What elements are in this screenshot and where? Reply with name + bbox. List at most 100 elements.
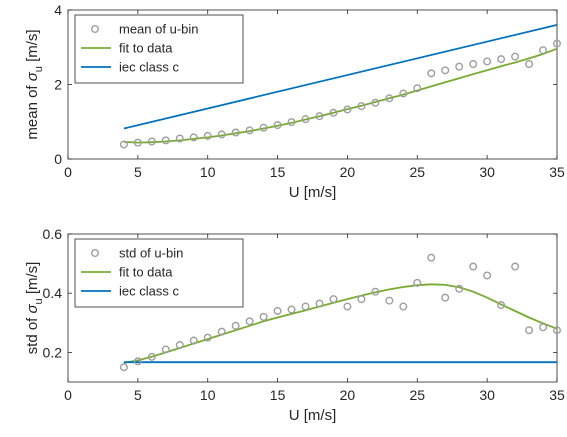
data-point-std-of-u-bin [231, 321, 240, 330]
legend-label: iec class c [119, 60, 179, 75]
data-point-std-of-u-bin [259, 312, 268, 321]
legend-label: mean of u-bin [119, 22, 199, 37]
data-point-std-of-u-bin [497, 301, 506, 310]
legend-marker-std-of-u-bin [90, 248, 99, 257]
chart-panel-1: 0 5 10 15 20 25 30 35 0 2 4 U [m/s] mean of σu [m/s]… [24, 2, 565, 201]
data-point-mean-of-u-bin [259, 123, 268, 132]
x-tick-label: 5 [134, 164, 142, 180]
data-point-std-of-u-bin [455, 284, 464, 293]
y-tick-label: 2 [54, 77, 62, 93]
data-point-std-of-u-bin [399, 302, 408, 311]
data-point-std-of-u-bin [161, 345, 170, 354]
x-tick-label: 15 [270, 164, 286, 180]
data-point-std-of-u-bin [441, 293, 450, 302]
data-point-mean-of-u-bin [217, 130, 226, 139]
data-point-std-of-u-bin [483, 271, 492, 280]
data-point-std-of-u-bin [217, 327, 226, 336]
y-axis-label: std of σu [m/s] [24, 262, 45, 355]
y-tick-label: 0.6 [43, 226, 63, 242]
data-point-std-of-u-bin [175, 341, 184, 350]
data-point-std-of-u-bin [273, 306, 282, 315]
data-point-mean-of-u-bin [189, 133, 198, 142]
data-point-mean-of-u-bin [469, 60, 478, 69]
x-tick-label: 0 [64, 387, 72, 403]
data-point-mean-of-u-bin [175, 134, 184, 143]
x-tick-label: 20 [340, 164, 356, 180]
x-axis-label: U [m/s] [289, 184, 337, 201]
data-point-std-of-u-bin [315, 299, 324, 308]
x-tick-label: 15 [270, 387, 286, 403]
data-point-std-of-u-bin [539, 323, 548, 332]
data-point-mean-of-u-bin [147, 137, 156, 146]
data-point-mean-of-u-bin [203, 131, 212, 140]
y-axis-label: mean of σu [m/s] [24, 29, 45, 139]
data-point-std-of-u-bin [427, 253, 436, 262]
legend-box [74, 14, 244, 84]
legend-label: fit to data [119, 41, 173, 56]
data-point-std-of-u-bin [147, 352, 156, 361]
data-point-mean-of-u-bin [371, 98, 380, 107]
data-point-mean-of-u-bin [441, 66, 450, 75]
x-tick-label: 35 [549, 164, 565, 180]
x-axis-label: U [m/s] [289, 407, 337, 424]
data-point-mean-of-u-bin [343, 105, 352, 114]
data-point-mean-of-u-bin [483, 57, 492, 66]
data-point-std-of-u-bin [469, 262, 478, 271]
data-point-std-of-u-bin [203, 333, 212, 342]
y-tick-label: 0 [54, 151, 62, 167]
data-point-mean-of-u-bin [301, 115, 310, 124]
data-point-std-of-u-bin [371, 287, 380, 296]
y-tick-label: 4 [54, 2, 62, 18]
x-tick-label: 25 [409, 164, 425, 180]
data-point-std-of-u-bin [287, 305, 296, 314]
legend-box [74, 238, 244, 308]
data-point-mean-of-u-bin [119, 140, 128, 149]
data-point-std-of-u-bin [385, 296, 394, 305]
legend-label: iec class c [119, 284, 179, 299]
data-point-mean-of-u-bin [273, 121, 282, 130]
data-point-mean-of-u-bin [427, 69, 436, 78]
data-point-std-of-u-bin [343, 302, 352, 311]
x-tick-label: 25 [409, 387, 425, 403]
x-tick-label: 0 [64, 164, 72, 180]
data-point-std-of-u-bin [553, 326, 562, 335]
data-point-mean-of-u-bin [161, 136, 170, 145]
legend-label: fit to data [119, 265, 173, 280]
data-point-mean-of-u-bin [231, 128, 240, 137]
data-point-std-of-u-bin [357, 295, 366, 304]
data-point-std-of-u-bin [413, 278, 422, 287]
x-tick-label: 30 [479, 164, 495, 180]
series-line-iec-class-c [123, 24, 558, 130]
data-point-mean-of-u-bin [525, 60, 534, 69]
data-point-mean-of-u-bin [539, 46, 548, 55]
data-point-mean-of-u-bin [511, 52, 520, 61]
data-point-std-of-u-bin [133, 357, 142, 366]
data-point-mean-of-u-bin [287, 118, 296, 127]
legend-marker-mean-of-u-bin [90, 25, 99, 34]
data-point-mean-of-u-bin [553, 39, 562, 48]
y-tick-label: 0.2 [43, 344, 63, 360]
data-point-mean-of-u-bin [455, 62, 464, 71]
data-point-std-of-u-bin [329, 295, 338, 304]
data-point-mean-of-u-bin [413, 84, 422, 93]
chart-panel-2: 0 5 10 15 20 25 30 35 0.2 0.4 0.6 U [m/s] std of σu … [24, 226, 565, 424]
data-point-std-of-u-bin [301, 302, 310, 311]
data-point-mean-of-u-bin [385, 94, 394, 103]
data-point-mean-of-u-bin [245, 126, 254, 135]
data-point-std-of-u-bin [511, 262, 520, 271]
x-tick-label: 10 [200, 387, 216, 403]
data-point-std-of-u-bin [119, 363, 128, 372]
data-point-mean-of-u-bin [357, 102, 366, 111]
x-tick-label: 20 [340, 387, 356, 403]
plot-area-frame [67, 233, 558, 383]
data-point-std-of-u-bin [245, 317, 254, 326]
data-point-mean-of-u-bin [329, 108, 338, 117]
x-tick-label: 35 [549, 387, 565, 403]
x-tick-label: 5 [134, 387, 142, 403]
legend-label: std of u-bin [119, 246, 183, 261]
data-point-std-of-u-bin [189, 336, 198, 345]
y-tick-label: 0.4 [43, 285, 63, 301]
data-point-mean-of-u-bin [497, 55, 506, 64]
data-point-mean-of-u-bin [133, 138, 142, 147]
